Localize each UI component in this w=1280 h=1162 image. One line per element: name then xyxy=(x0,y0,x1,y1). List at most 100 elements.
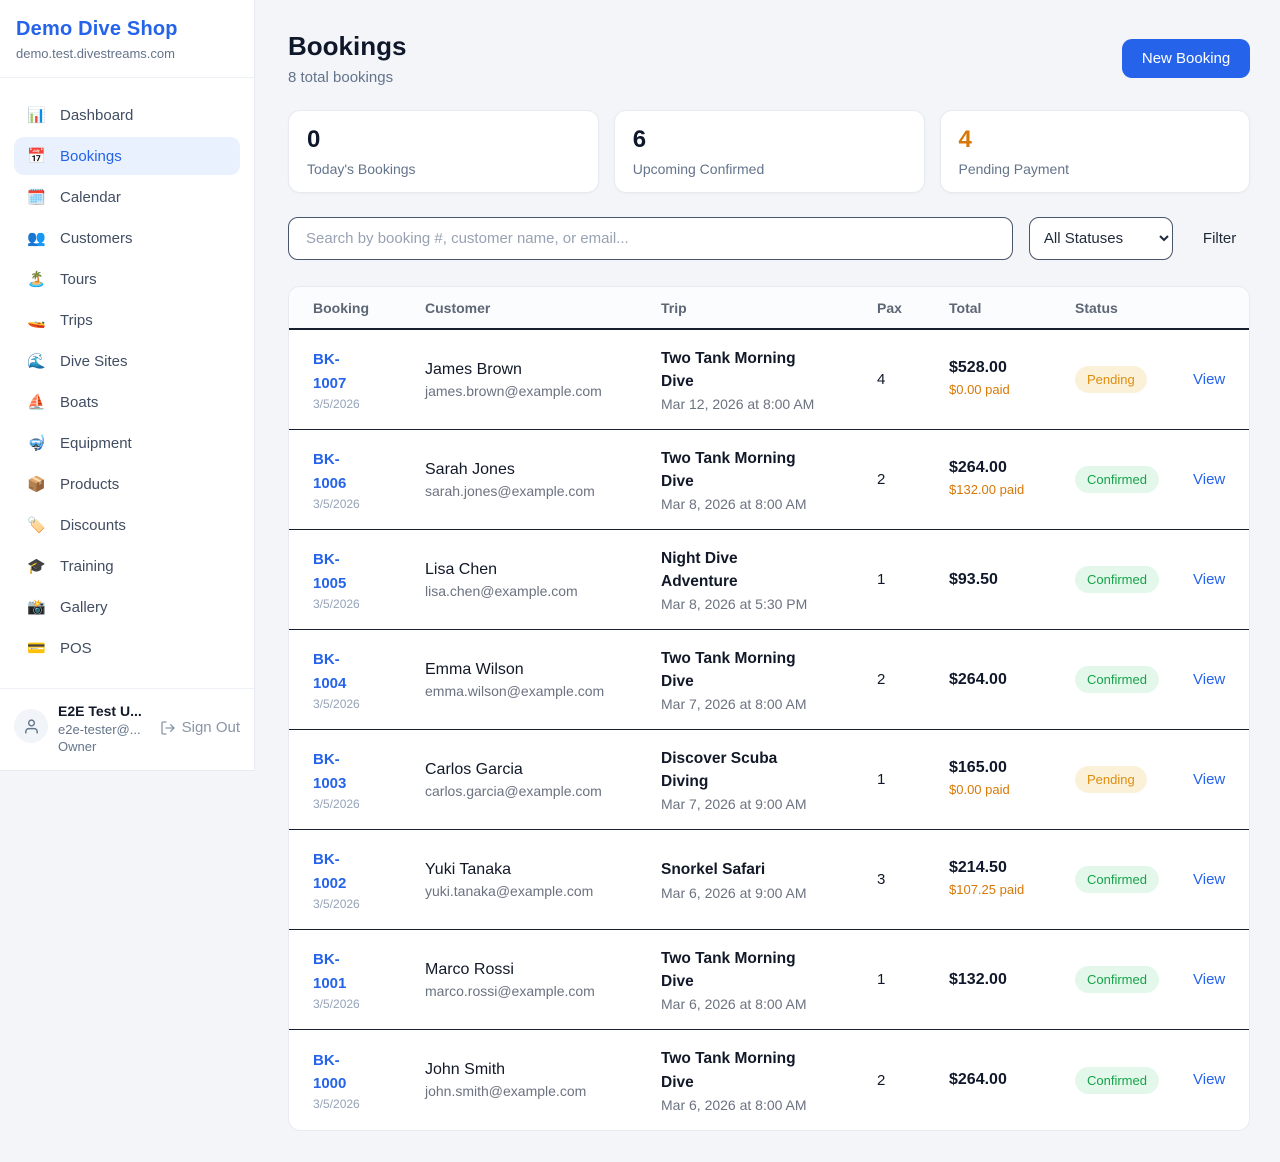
booking-date: 3/5/2026 xyxy=(313,1097,360,1112)
view-link[interactable]: View xyxy=(1193,670,1226,688)
booking-date: 3/5/2026 xyxy=(313,796,360,811)
sidebar-item-trips[interactable]: 🚤 Trips xyxy=(14,301,240,339)
view-link[interactable]: View xyxy=(1193,570,1226,588)
products-icon: 📦 xyxy=(27,476,46,493)
customer-email: sarah.jones@example.com xyxy=(425,482,595,499)
booking-id-link[interactable]: BK-1006 xyxy=(313,451,347,492)
sidebar-item-label: Bookings xyxy=(60,147,122,165)
sign-out-button[interactable]: Sign Out xyxy=(160,719,240,736)
status-filter-select[interactable]: All Statuses xyxy=(1028,217,1173,260)
search-input[interactable] xyxy=(288,217,1013,260)
status-badge: Confirmed xyxy=(1075,666,1159,693)
paid-amount: $132.00 paid xyxy=(949,482,1025,498)
actions-cell: View xyxy=(1193,871,1225,889)
filters-toolbar: All Statuses Filter xyxy=(288,217,1250,260)
trip-datetime: Mar 8, 2026 at 5:30 PM xyxy=(661,596,808,613)
status-badge: Confirmed xyxy=(1075,1066,1159,1094)
sidebar-item-gallery[interactable]: 📸 Gallery xyxy=(14,588,240,626)
booking-date: 3/5/2026 xyxy=(313,896,360,911)
shop-name: Demo Dive Shop xyxy=(16,18,178,40)
customer-name: Sarah Jones xyxy=(425,460,515,478)
view-link[interactable]: View xyxy=(1193,470,1226,488)
booking-id-link[interactable]: BK-1001 xyxy=(313,951,347,992)
booking-id-link[interactable]: BK-1000 xyxy=(313,1051,347,1092)
stat-value: 4 xyxy=(958,126,972,153)
sidebar-item-calendar[interactable]: 🗓️ Calendar xyxy=(14,178,240,216)
total-cell: $214.50 $107.25 paid xyxy=(949,859,1075,899)
booking-date: 3/5/2026 xyxy=(313,396,360,411)
view-link[interactable]: View xyxy=(1193,1071,1226,1088)
view-link[interactable]: View xyxy=(1193,770,1226,788)
view-link[interactable]: View xyxy=(1193,970,1226,988)
customer-email: yuki.tanaka@example.com xyxy=(425,882,594,899)
trip-datetime: Mar 6, 2026 at 8:00 AM xyxy=(661,1096,807,1113)
sidebar-item-label: Dive Sites xyxy=(60,352,128,370)
trip-name: Two Tank Morning Dive xyxy=(661,349,796,390)
status-badge: Confirmed xyxy=(1075,866,1159,893)
sidebar-item-dive-sites[interactable]: 🌊 Dive Sites xyxy=(14,342,240,380)
sidebar-item-tours[interactable]: 🏝️ Tours xyxy=(14,260,240,298)
sidebar-item-dashboard[interactable]: 📊 Dashboard xyxy=(14,96,240,134)
actions-cell: View xyxy=(1193,671,1225,689)
total-amount: $264.00 xyxy=(949,1071,1007,1088)
new-booking-button[interactable]: New Booking xyxy=(1121,39,1251,78)
sidebar-item-training[interactable]: 🎓 Training xyxy=(14,547,240,585)
booking-cell: BK-1005 3/5/2026 xyxy=(313,548,425,611)
total-cell: $528.00 $0.00 paid xyxy=(949,359,1075,399)
sidebar-item-boats[interactable]: ⛵ Boats xyxy=(14,383,240,421)
trip-name: Snorkel Safari xyxy=(661,861,766,879)
pax-cell: 2 xyxy=(877,471,886,488)
stat-value: 6 xyxy=(632,126,647,153)
booking-date: 3/5/2026 xyxy=(313,496,360,511)
booking-cell: BK-1004 3/5/2026 xyxy=(313,648,425,711)
customer-name: Marco Rossi xyxy=(425,960,514,978)
sidebar-item-label: Tours xyxy=(60,270,97,288)
page-title: Bookings xyxy=(288,31,407,61)
sidebar: Demo Dive Shop demo.test.divestreams.com… xyxy=(0,0,255,771)
sidebar-item-label: Dashboard xyxy=(60,106,134,124)
booking-id-link[interactable]: BK-1002 xyxy=(313,851,347,892)
trip-cell: Two Tank Morning Dive Mar 6, 2026 at 8:0… xyxy=(661,947,877,1013)
status-badge: Pending xyxy=(1075,366,1147,393)
sidebar-item-equipment[interactable]: 🤿 Equipment xyxy=(14,424,240,462)
sidebar-item-products[interactable]: 📦 Products xyxy=(14,465,240,503)
booking-cell: BK-1002 3/5/2026 xyxy=(313,848,425,911)
col-header-pax: Pax xyxy=(877,299,902,316)
total-amount: $528.00 xyxy=(949,359,1007,377)
pax-cell: 2 xyxy=(877,1071,886,1089)
filter-button[interactable]: Filter xyxy=(1189,230,1250,247)
sidebar-item-label: Boats xyxy=(60,393,99,411)
actions-cell: View xyxy=(1193,571,1225,589)
sidebar-item-bookings[interactable]: 📅 Bookings xyxy=(14,137,240,175)
table-row: BK-1003 3/5/2026 Carlos Garcia carlos.ga… xyxy=(289,730,1250,830)
table-row: BK-1006 3/5/2026 Sarah Jones sarah.jones… xyxy=(289,430,1250,530)
table-header-row: Booking Customer Trip Pax Total Status xyxy=(289,287,1250,330)
sign-out-label: Sign Out xyxy=(181,719,240,736)
booking-id-link[interactable]: BK-1004 xyxy=(313,651,347,692)
view-link[interactable]: View xyxy=(1193,370,1226,388)
stat-value: 0 xyxy=(307,126,321,153)
avatar xyxy=(14,709,48,743)
total-cell: $165.00 $0.00 paid xyxy=(949,759,1075,799)
customer-name: Emma Wilson xyxy=(425,660,524,678)
paid-amount: $0.00 paid xyxy=(949,382,1010,398)
sidebar-item-pos[interactable]: 💳 POS xyxy=(14,629,240,667)
sidebar-item-discounts[interactable]: 🏷️ Discounts xyxy=(14,506,240,544)
sidebar-item-label: Calendar xyxy=(60,188,121,206)
total-amount: $132.00 xyxy=(949,970,1007,988)
view-link[interactable]: View xyxy=(1193,870,1226,888)
trip-datetime: Mar 7, 2026 at 8:00 AM xyxy=(661,696,807,713)
customer-name: Yuki Tanaka xyxy=(425,860,511,878)
trip-name: Two Tank Morning Dive xyxy=(661,649,796,690)
status-cell: Confirmed xyxy=(1075,1066,1193,1094)
col-header-status: Status xyxy=(1075,299,1118,316)
table-row: BK-1004 3/5/2026 Emma Wilson emma.wilson… xyxy=(289,630,1250,730)
stat-card: 4 Pending Payment xyxy=(939,110,1251,193)
booking-id-link[interactable]: BK-1003 xyxy=(313,751,347,792)
actions-cell: View xyxy=(1193,471,1225,489)
sidebar-item-customers[interactable]: 👥 Customers xyxy=(14,219,240,257)
booking-id-link[interactable]: BK-1007 xyxy=(313,351,347,392)
booking-id-link[interactable]: BK-1005 xyxy=(313,551,347,592)
customer-cell: Marco Rossi marco.rossi@example.com xyxy=(425,961,661,999)
status-badge: Pending xyxy=(1075,766,1147,793)
